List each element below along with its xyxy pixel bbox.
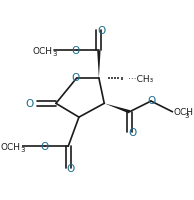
Text: O: O — [98, 26, 106, 36]
Text: O: O — [72, 45, 80, 55]
Text: 3: 3 — [21, 146, 25, 152]
Text: ···CH₃: ···CH₃ — [128, 74, 153, 83]
Text: O: O — [128, 128, 136, 138]
Text: O: O — [40, 141, 48, 151]
Text: OCH: OCH — [1, 142, 21, 151]
Text: OCH: OCH — [32, 47, 52, 56]
Text: O: O — [26, 99, 34, 109]
Text: O: O — [148, 96, 156, 106]
Text: OCH: OCH — [173, 108, 193, 117]
Text: 3: 3 — [52, 51, 57, 57]
Polygon shape — [104, 104, 130, 114]
Text: O: O — [67, 163, 75, 173]
Text: 3: 3 — [184, 112, 189, 118]
Text: O: O — [72, 73, 80, 83]
Polygon shape — [97, 51, 100, 79]
